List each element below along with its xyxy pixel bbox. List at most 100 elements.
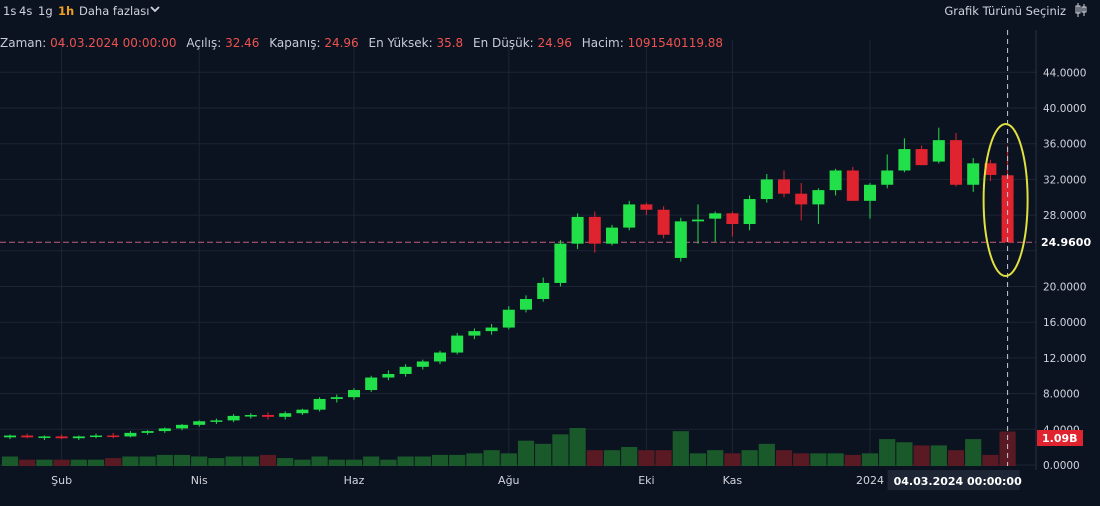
volume-bar — [70, 459, 87, 466]
candle-body[interactable] — [55, 436, 68, 439]
candle-body[interactable] — [726, 213, 739, 225]
candle-body[interactable] — [468, 331, 481, 336]
candle-body[interactable] — [778, 179, 790, 194]
volume-bar — [638, 450, 655, 466]
timeframe-1h[interactable]: 1h — [58, 4, 75, 18]
candle-body[interactable] — [898, 149, 911, 171]
candle-body[interactable] — [72, 436, 85, 439]
candle-body[interactable] — [227, 415, 240, 421]
volume-bar — [621, 447, 638, 466]
candle-body[interactable] — [537, 282, 550, 299]
volume-tag-bg — [1037, 430, 1083, 446]
y-tick-label: 44.0000 — [1043, 67, 1086, 79]
candle-body[interactable] — [210, 420, 223, 422]
volume-bar — [139, 456, 156, 466]
candle-body[interactable] — [571, 216, 584, 244]
candle-body[interactable] — [950, 140, 962, 185]
candle-body[interactable] — [4, 435, 16, 438]
volume-bar — [53, 459, 70, 466]
close-value: 24.96 — [324, 36, 359, 50]
candle-body[interactable] — [141, 431, 154, 433]
y-tick-label: 36.0000 — [1043, 139, 1086, 151]
timeframe-1s[interactable]: 1s — [3, 4, 17, 18]
candle-body[interactable] — [846, 170, 859, 201]
candle-body[interactable] — [829, 170, 842, 191]
volume-bar — [930, 445, 947, 466]
chart-type-selector[interactable]: Grafik Türünü Seçiniz — [944, 4, 1066, 18]
high-value: 35.8 — [436, 36, 464, 50]
candle-body[interactable] — [881, 170, 894, 185]
candle-body[interactable] — [760, 179, 773, 200]
candle-body[interactable] — [348, 390, 360, 398]
volume-value: 1091540119.88 — [627, 36, 724, 50]
x-tick-label: Şub — [51, 474, 72, 487]
candle-body[interactable] — [502, 309, 515, 328]
candle-body[interactable] — [485, 327, 498, 332]
chevron-down-icon[interactable] — [149, 2, 161, 16]
candle-body[interactable] — [967, 163, 980, 185]
y-tick-label: 40.0000 — [1043, 103, 1086, 115]
timeframe-1g[interactable]: 1g — [38, 4, 53, 18]
volume-bar — [466, 453, 483, 466]
candle-body[interactable] — [330, 397, 343, 399]
candle-body[interactable] — [640, 204, 653, 210]
candle-body[interactable] — [795, 193, 808, 205]
low-label: En Düşük: — [473, 36, 534, 50]
volume-bar — [122, 456, 139, 466]
candle-body[interactable] — [244, 415, 257, 417]
volume-bar — [655, 450, 672, 466]
candle-body[interactable] — [434, 352, 446, 362]
candle-body[interactable] — [520, 299, 532, 310]
volume-bar — [294, 459, 311, 466]
candle-body[interactable] — [451, 335, 464, 353]
volume-bar — [173, 454, 191, 466]
volume-bar — [810, 453, 827, 466]
x-tick-label: Kas — [723, 474, 743, 487]
candle-body[interactable] — [382, 373, 395, 378]
candle-body[interactable] — [709, 213, 722, 219]
y-tick-label: 28.0000 — [1043, 210, 1086, 222]
candle-body[interactable] — [158, 428, 171, 432]
candle-body[interactable] — [915, 149, 928, 166]
candle-body[interactable] — [1001, 175, 1014, 243]
x-tick-label: 2024 — [856, 474, 884, 487]
candle-body[interactable] — [932, 140, 945, 162]
candle-body[interactable] — [279, 413, 292, 417]
candle-body[interactable] — [365, 377, 378, 391]
candle-body[interactable] — [90, 435, 102, 438]
timeframe-4s[interactable]: 4s — [19, 4, 33, 18]
candle-body[interactable] — [657, 209, 670, 235]
candle-body[interactable] — [743, 199, 756, 225]
y-tick-label: 0.0000 — [1043, 460, 1080, 472]
candle-body[interactable] — [606, 227, 618, 244]
candle-body[interactable] — [674, 221, 687, 258]
candle-body[interactable] — [623, 204, 636, 228]
candle-body[interactable] — [692, 219, 704, 222]
candle-body[interactable] — [262, 415, 274, 417]
candle-body[interactable] — [296, 409, 309, 414]
candlestick-icon[interactable] — [1074, 2, 1088, 18]
volume-bar — [397, 456, 414, 466]
candle-body[interactable] — [107, 435, 120, 438]
candle-body[interactable] — [554, 243, 567, 283]
candle-body[interactable] — [38, 436, 51, 438]
volume-bar — [913, 445, 930, 466]
more-timeframes-button[interactable]: Daha fazlası — [79, 4, 150, 18]
candle-body[interactable] — [313, 398, 326, 410]
candle-body[interactable] — [176, 424, 188, 429]
current-price-tag: 24.9600 — [1041, 236, 1091, 249]
candle-body[interactable] — [588, 216, 601, 244]
candle-body[interactable] — [193, 421, 206, 425]
volume-bar — [741, 450, 758, 466]
candle-body[interactable] — [984, 163, 997, 175]
candle-body[interactable] — [399, 366, 412, 374]
volume-bar — [896, 442, 913, 466]
candle-body[interactable] — [124, 432, 137, 437]
candle-body[interactable] — [21, 435, 34, 438]
open-value: 32.46 — [225, 36, 260, 50]
candle-body[interactable] — [864, 184, 876, 201]
volume-bar — [36, 459, 53, 466]
candle-body[interactable] — [812, 190, 825, 205]
candle-body[interactable] — [416, 361, 429, 367]
